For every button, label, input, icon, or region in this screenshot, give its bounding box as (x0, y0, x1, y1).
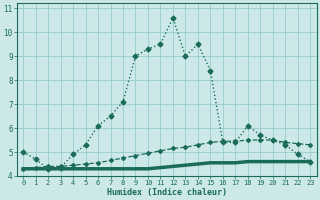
X-axis label: Humidex (Indice chaleur): Humidex (Indice chaleur) (107, 188, 227, 197)
